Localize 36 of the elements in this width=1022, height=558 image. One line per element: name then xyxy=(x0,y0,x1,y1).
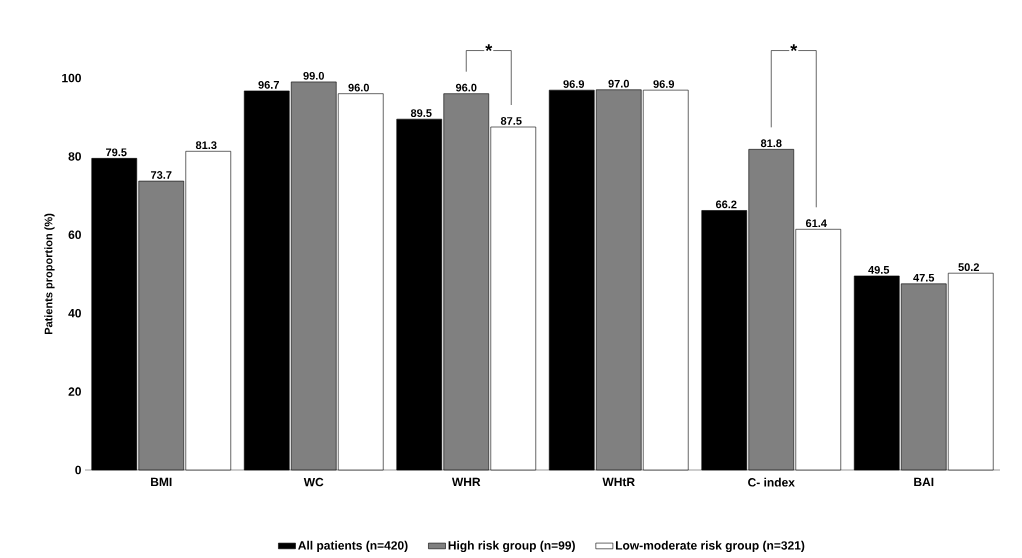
text: 50.2 xyxy=(958,263,980,272)
x-tick-label: BMI xyxy=(151,477,172,487)
x-tick-label: WC xyxy=(303,477,324,487)
text: 99.0 xyxy=(303,71,324,80)
y-tick-label: 80 xyxy=(68,152,81,161)
text: 96.0 xyxy=(455,83,477,92)
legend-label: High risk group (n=99) xyxy=(448,540,575,553)
y-tick-label: 100 xyxy=(62,73,81,83)
text: 89.5 xyxy=(410,109,432,117)
text: 96.9 xyxy=(653,80,675,88)
y-tick-label: 20 xyxy=(68,387,81,396)
text: 96.7 xyxy=(258,80,279,89)
x-tick-label: WHtR xyxy=(602,477,635,487)
text: 47.5 xyxy=(913,273,935,282)
text: 79.5 xyxy=(106,148,127,157)
text: 97.0 xyxy=(608,79,629,88)
y-tick-label: 40 xyxy=(68,308,81,318)
y-tick-label: 60 xyxy=(68,230,81,240)
text: 73.7 xyxy=(151,171,172,179)
x-tick-label: WHR xyxy=(451,477,481,487)
text: 96.9 xyxy=(563,80,585,88)
legend-label: Low-moderate risk group (n=321) xyxy=(615,540,805,553)
text: 81.8 xyxy=(760,139,782,148)
y-tick-label: 0 xyxy=(75,465,81,475)
x-tick-label: C- index xyxy=(748,477,795,487)
y-axis-title: Patients proportion (%) xyxy=(44,213,55,335)
legend-label: All patients (n=420) xyxy=(298,540,408,553)
text: 66.2 xyxy=(715,200,737,209)
text: * xyxy=(790,44,798,52)
text: 96.0 xyxy=(348,83,369,92)
text: 87.5 xyxy=(500,117,522,125)
x-tick-label: BAI xyxy=(914,477,934,487)
text: 81.3 xyxy=(195,141,217,150)
text: 61.4 xyxy=(805,219,827,228)
text: 49.5 xyxy=(868,265,890,274)
text: * xyxy=(485,44,493,52)
